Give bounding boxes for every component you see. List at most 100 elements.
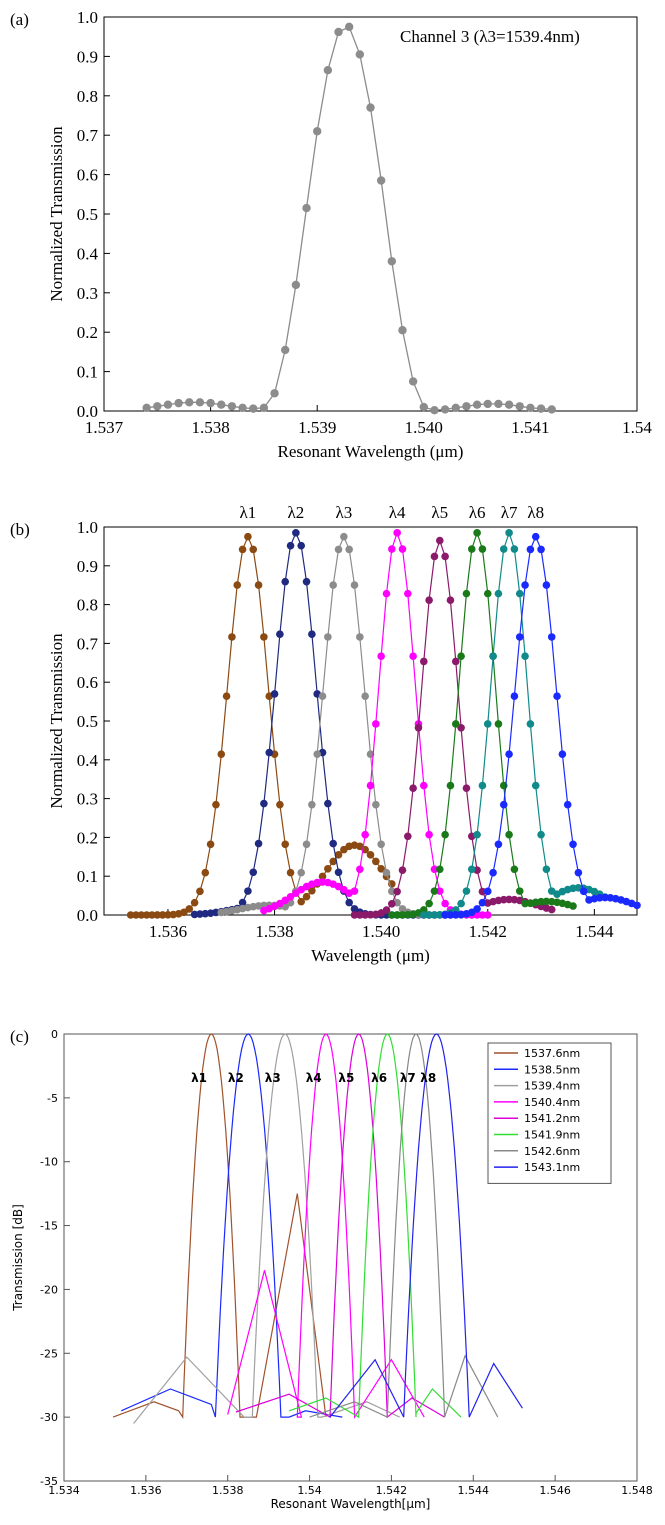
data-point xyxy=(382,589,391,598)
data-point xyxy=(547,633,556,641)
data-point xyxy=(478,898,487,907)
data-point xyxy=(308,886,316,895)
data-point xyxy=(313,127,322,136)
x-tick-label: 1.54 xyxy=(622,418,652,437)
data-point xyxy=(393,887,401,896)
series-7 xyxy=(309,1033,499,1419)
data-point xyxy=(388,911,396,919)
data-point xyxy=(324,799,332,808)
data-point xyxy=(366,781,375,790)
data-point xyxy=(366,851,375,859)
channel-label: λ6 xyxy=(371,1071,387,1085)
y-tick-label: -20 xyxy=(40,1283,58,1296)
data-point xyxy=(387,257,397,266)
series-line xyxy=(235,1033,445,1419)
data-point xyxy=(334,868,343,877)
data-point xyxy=(441,552,449,561)
legend-entry: 1540.4nm xyxy=(524,1096,580,1109)
data-point xyxy=(478,781,487,790)
data-point xyxy=(244,532,252,541)
data-point xyxy=(174,398,183,408)
data-point xyxy=(142,403,151,413)
data-point xyxy=(291,280,301,290)
series-3 xyxy=(133,1033,400,1424)
y-tick-label: 0.1 xyxy=(77,363,98,382)
data-point xyxy=(472,400,482,409)
data-point xyxy=(361,911,369,919)
x-tick-label: 1.538 xyxy=(191,418,229,437)
data-point xyxy=(142,911,151,919)
data-point xyxy=(244,887,252,895)
data-point xyxy=(531,532,540,541)
y-tick-label: 0.0 xyxy=(77,906,98,925)
data-point xyxy=(547,905,556,914)
annotation: Channel 3 (λ3=1539.4nm) xyxy=(400,27,580,46)
data-point xyxy=(404,832,412,841)
channel-label: λ4 xyxy=(389,503,406,522)
channel-label: λ8 xyxy=(527,503,544,522)
data-point xyxy=(478,887,487,896)
data-point xyxy=(473,830,481,839)
data-point xyxy=(435,865,444,874)
series-5 xyxy=(235,1033,445,1419)
data-point xyxy=(132,911,140,919)
legend-entry: 1537.6nm xyxy=(524,1047,580,1060)
data-point xyxy=(537,830,545,839)
data-point xyxy=(265,748,274,757)
x-tick-label: 1.540 xyxy=(405,418,443,437)
panel-a: 1.537 1.538 1.539 1.540 1.541 1.54 0.0 0.1 0.2 0.… xyxy=(10,8,652,461)
data-point xyxy=(382,868,391,877)
panel-b: 1.536 1.538 1.540 1.542 1.544 0.0 0.1 0.2 0.3 0.4… xyxy=(10,503,641,965)
data-point xyxy=(398,545,407,553)
data-point xyxy=(356,865,364,874)
data-point xyxy=(377,652,385,661)
channel-label: λ1 xyxy=(240,503,257,522)
data-point xyxy=(494,399,503,409)
data-point xyxy=(292,529,300,537)
y-axis-label: Transmission [dB] xyxy=(11,1204,25,1312)
data-point xyxy=(478,911,487,919)
legend-entry: 1539.4nm xyxy=(524,1080,580,1093)
data-point xyxy=(238,898,247,907)
data-point xyxy=(190,898,199,907)
data-point xyxy=(372,857,380,866)
data-point xyxy=(382,906,391,914)
data-point xyxy=(398,911,407,919)
channel-label: λ8 xyxy=(420,1071,436,1085)
data-point xyxy=(195,398,205,407)
data-point xyxy=(254,839,263,848)
data-point xyxy=(526,403,535,413)
data-point xyxy=(249,868,258,877)
data-point xyxy=(505,830,513,839)
x-axis-label: Resonant Wavelength[μm] xyxy=(271,1497,431,1511)
data-point xyxy=(228,633,236,641)
data-point xyxy=(521,652,529,661)
data-point xyxy=(350,911,359,919)
data-point xyxy=(393,911,401,919)
data-point xyxy=(505,895,513,904)
y-tick-label: -30 xyxy=(40,1411,58,1424)
data-point xyxy=(579,887,588,896)
data-point xyxy=(376,176,386,185)
x-tick-label: 1.538 xyxy=(212,1484,244,1497)
legend-entry: 1541.2nm xyxy=(524,1112,580,1125)
channel-label: λ5 xyxy=(431,503,448,522)
y-tick-label: 0.7 xyxy=(77,634,99,653)
data-point xyxy=(441,911,449,919)
data-point xyxy=(355,50,365,59)
data-point xyxy=(372,720,380,728)
data-point xyxy=(547,405,556,414)
data-point xyxy=(270,389,279,398)
data-point xyxy=(233,581,242,589)
data-point xyxy=(505,529,513,537)
y-tick-label: 0 xyxy=(51,1028,58,1041)
data-point xyxy=(345,898,353,907)
data-point xyxy=(238,403,247,413)
data-point xyxy=(494,589,503,598)
data-point xyxy=(457,652,465,661)
data-point xyxy=(419,402,428,412)
data-point xyxy=(536,404,546,413)
data-point xyxy=(505,750,513,759)
data-point xyxy=(286,893,295,901)
